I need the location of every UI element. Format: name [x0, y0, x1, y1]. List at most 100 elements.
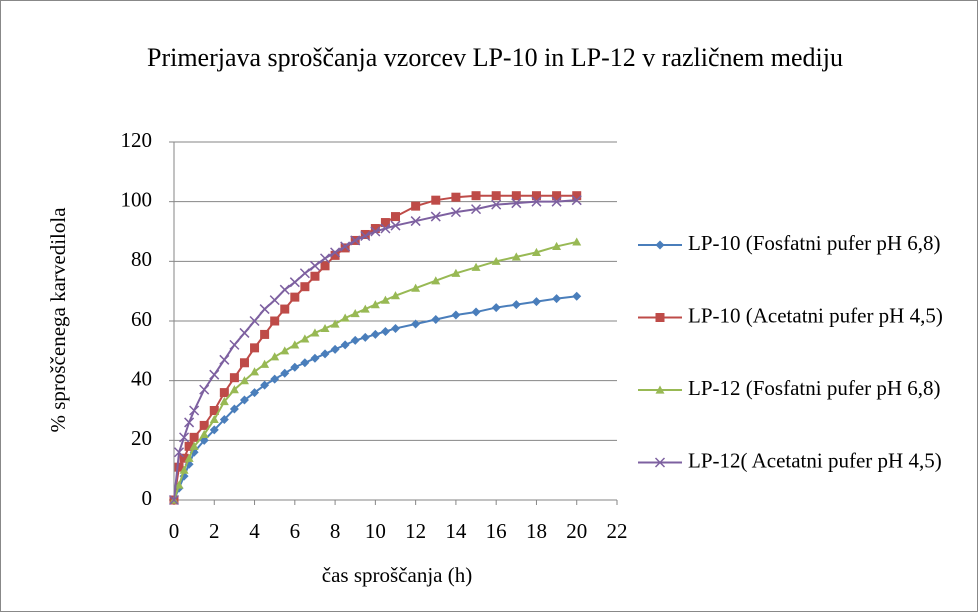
- series-line: [173, 295, 577, 501]
- marker: [511, 300, 521, 310]
- x-tick-label: 2: [209, 519, 220, 543]
- x-axis-label: čas sproščanja (h): [322, 563, 472, 587]
- marker: [451, 192, 461, 202]
- marker: [280, 368, 290, 378]
- marker: [260, 380, 270, 390]
- marker: [270, 316, 280, 326]
- marker: [174, 462, 184, 472]
- marker: [179, 453, 189, 463]
- marker: [199, 420, 209, 430]
- marker: [572, 291, 582, 301]
- marker: [209, 425, 219, 435]
- y-tick-label: 20: [131, 426, 152, 450]
- marker: [229, 339, 240, 350]
- marker: [259, 304, 270, 315]
- x-tick-label: 0: [169, 519, 180, 543]
- marker: [350, 309, 360, 318]
- marker: [360, 229, 370, 239]
- marker: [471, 204, 482, 215]
- marker: [320, 323, 330, 333]
- marker: [290, 340, 300, 349]
- marker: [451, 268, 461, 277]
- x-tick-label: 16: [486, 519, 507, 543]
- marker: [360, 230, 371, 242]
- marker: [209, 414, 219, 424]
- marker: [391, 291, 400, 300]
- marker: [239, 376, 249, 385]
- y-tick-label: 0: [142, 486, 153, 510]
- legend-label: LP-10 (Fosfatni pufer pH 6,8): [688, 231, 941, 255]
- marker: [310, 353, 320, 363]
- marker: [471, 191, 481, 201]
- marker: [552, 241, 562, 251]
- marker: [289, 277, 300, 288]
- y-tick-label: 80: [131, 247, 152, 271]
- marker: [179, 432, 190, 443]
- marker: [280, 304, 290, 314]
- marker: [260, 329, 270, 339]
- marker: [431, 315, 441, 325]
- marker: [411, 283, 421, 292]
- marker: [451, 310, 461, 320]
- y-tick-label: 40: [131, 366, 152, 390]
- marker: [184, 441, 194, 451]
- marker: [300, 282, 310, 292]
- marker: [290, 292, 300, 302]
- marker: [189, 432, 199, 442]
- marker: [391, 323, 400, 333]
- legend-label: LP-12( Acetatni pufer pH 4,5): [688, 448, 942, 472]
- marker: [370, 300, 380, 309]
- marker: [330, 344, 340, 354]
- marker: [168, 494, 180, 506]
- marker: [179, 465, 189, 474]
- marker: [309, 260, 320, 271]
- y-tick-label: 120: [121, 128, 153, 152]
- marker: [552, 191, 562, 201]
- marker: [270, 374, 280, 384]
- legend-label: LP-12 (Fosfatni pufer pH 6,8): [688, 376, 941, 400]
- marker: [174, 447, 185, 458]
- marker: [280, 346, 290, 355]
- marker: [410, 216, 421, 227]
- series-line: [173, 199, 577, 501]
- marker: [299, 268, 310, 279]
- marker: [531, 196, 542, 207]
- marker: [390, 220, 401, 231]
- marker: [310, 271, 320, 281]
- x-tick-label: 10: [365, 519, 386, 543]
- marker: [572, 191, 582, 201]
- marker: [572, 237, 582, 246]
- marker: [239, 358, 249, 368]
- marker: [340, 313, 350, 322]
- marker: [219, 397, 229, 406]
- marker: [340, 340, 350, 350]
- marker: [491, 303, 501, 313]
- marker: [249, 315, 260, 327]
- marker: [531, 297, 541, 307]
- marker: [250, 343, 260, 353]
- marker: [380, 326, 390, 336]
- marker: [450, 207, 461, 218]
- marker: [184, 417, 195, 428]
- marker: [511, 198, 522, 209]
- legend-label: LP-10 (Acetatni pufer pH 4,5): [688, 303, 943, 327]
- marker: [229, 385, 239, 394]
- marker: [491, 256, 501, 265]
- y-axis-label: % sproščenega karvedilola: [46, 207, 70, 433]
- marker: [270, 352, 280, 361]
- x-tick-label: 8: [330, 519, 341, 543]
- marker: [269, 295, 280, 306]
- legend-marker: [654, 457, 666, 468]
- x-tick-label: 14: [445, 519, 467, 543]
- marker: [491, 191, 501, 201]
- marker: [411, 201, 421, 211]
- marker: [290, 362, 300, 372]
- marker: [411, 319, 421, 329]
- marker: [370, 329, 380, 339]
- marker: [189, 441, 199, 450]
- x-tick-label: 18: [526, 519, 547, 543]
- marker: [239, 395, 249, 405]
- marker: [239, 327, 250, 338]
